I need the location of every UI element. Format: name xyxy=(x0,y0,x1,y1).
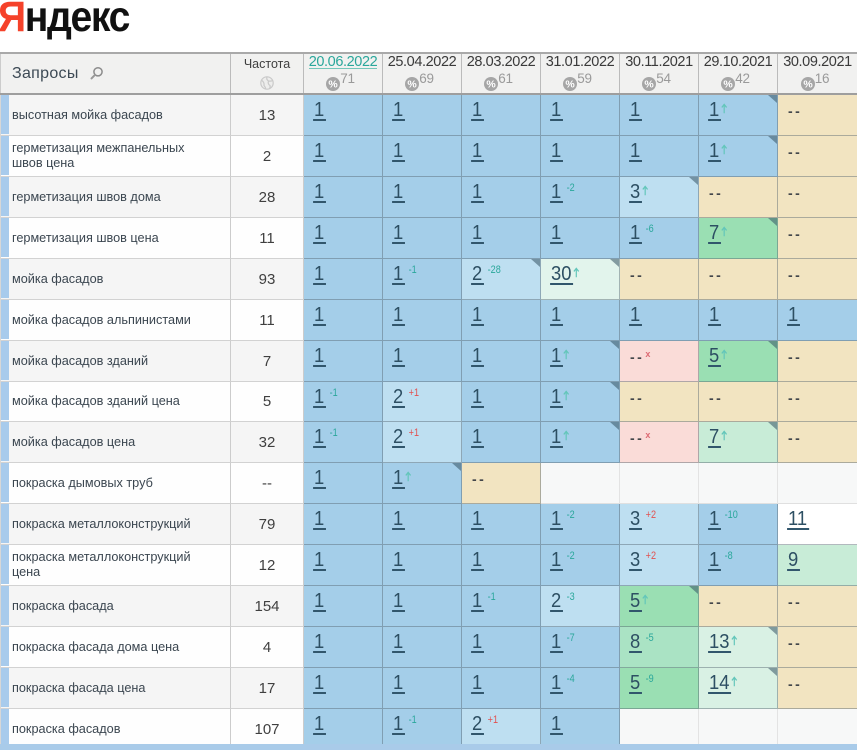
svg-text:%: % xyxy=(566,79,576,91)
svg-text:%: % xyxy=(645,79,655,91)
svg-text:%: % xyxy=(487,79,497,91)
svg-text:%: % xyxy=(803,79,813,91)
svg-text:%: % xyxy=(724,79,734,91)
svg-text:%: % xyxy=(329,79,339,91)
svg-text:%: % xyxy=(408,79,418,91)
